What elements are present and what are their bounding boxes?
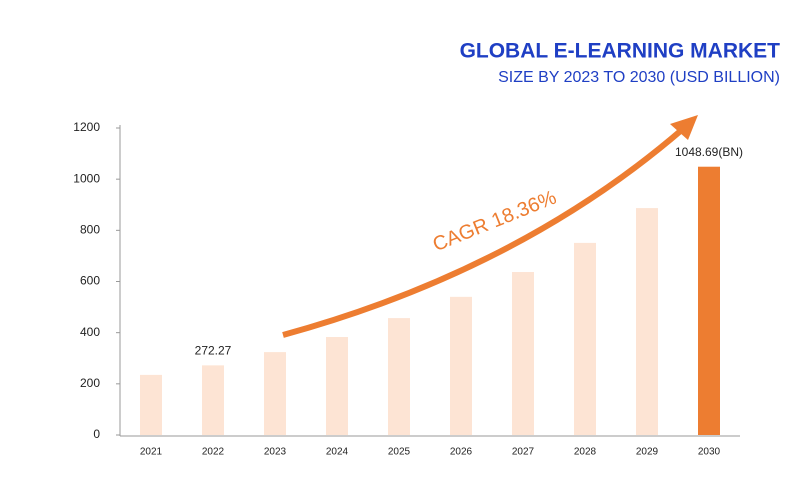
- chart-title: GLOBAL E-LEARNING MARKET: [460, 40, 781, 63]
- bar: [202, 365, 224, 435]
- y-tick-label: 600: [80, 274, 100, 288]
- value-label: 272.27: [195, 344, 232, 358]
- y-tick-label: 1000: [73, 171, 100, 185]
- x-tick-label: 2028: [574, 447, 597, 458]
- bar: [450, 296, 472, 435]
- bar: [574, 242, 596, 435]
- bar: [140, 374, 162, 435]
- arrow-head: [670, 115, 698, 140]
- value-label: 1048.69(BN): [675, 145, 743, 159]
- x-tick-label: 2025: [388, 447, 411, 458]
- x-tick-label: 2026: [450, 447, 473, 458]
- y-tick-label: 1200: [73, 120, 100, 134]
- x-tick-label: 2022: [202, 447, 225, 458]
- bar: [326, 337, 348, 435]
- y-tick-label: 200: [80, 376, 100, 390]
- x-tick-label: 2027: [512, 447, 535, 458]
- bar: [636, 208, 658, 435]
- cagr-arrow: [282, 125, 686, 338]
- x-tick-label: 2021: [140, 447, 163, 458]
- x-tick-label: 2029: [636, 447, 659, 458]
- x-tick-label: 2023: [264, 447, 287, 458]
- y-tick-label: 0: [93, 427, 100, 441]
- bar: [388, 318, 410, 435]
- x-tick-label: 2024: [326, 447, 349, 458]
- y-tick-label: 800: [80, 223, 100, 237]
- bar: [264, 352, 286, 435]
- y-tick-label: 400: [80, 325, 100, 339]
- annotation: CAGR 18.36%: [430, 186, 560, 256]
- bar: [512, 272, 534, 435]
- chart-subtitle: SIZE BY 2023 TO 2030 (USD BILLION): [498, 69, 780, 86]
- bar: [698, 166, 720, 435]
- x-tick-label: 2030: [698, 447, 721, 458]
